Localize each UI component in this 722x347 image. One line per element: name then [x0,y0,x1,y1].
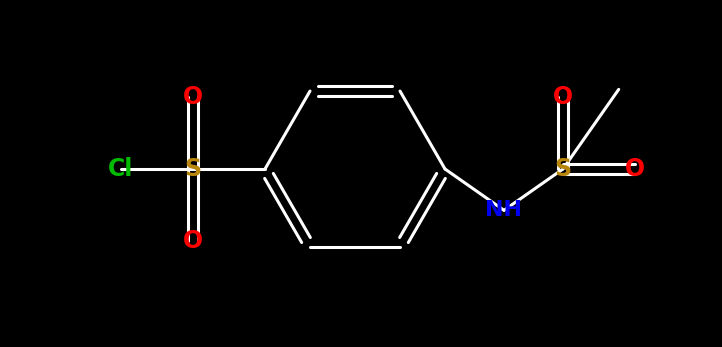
Text: O: O [553,85,573,109]
Text: S: S [554,157,572,181]
Text: O: O [183,229,203,253]
Text: O: O [183,85,203,109]
Text: S: S [184,157,201,181]
Text: NH: NH [485,200,523,220]
Text: Cl: Cl [108,157,134,181]
Text: O: O [625,157,645,181]
